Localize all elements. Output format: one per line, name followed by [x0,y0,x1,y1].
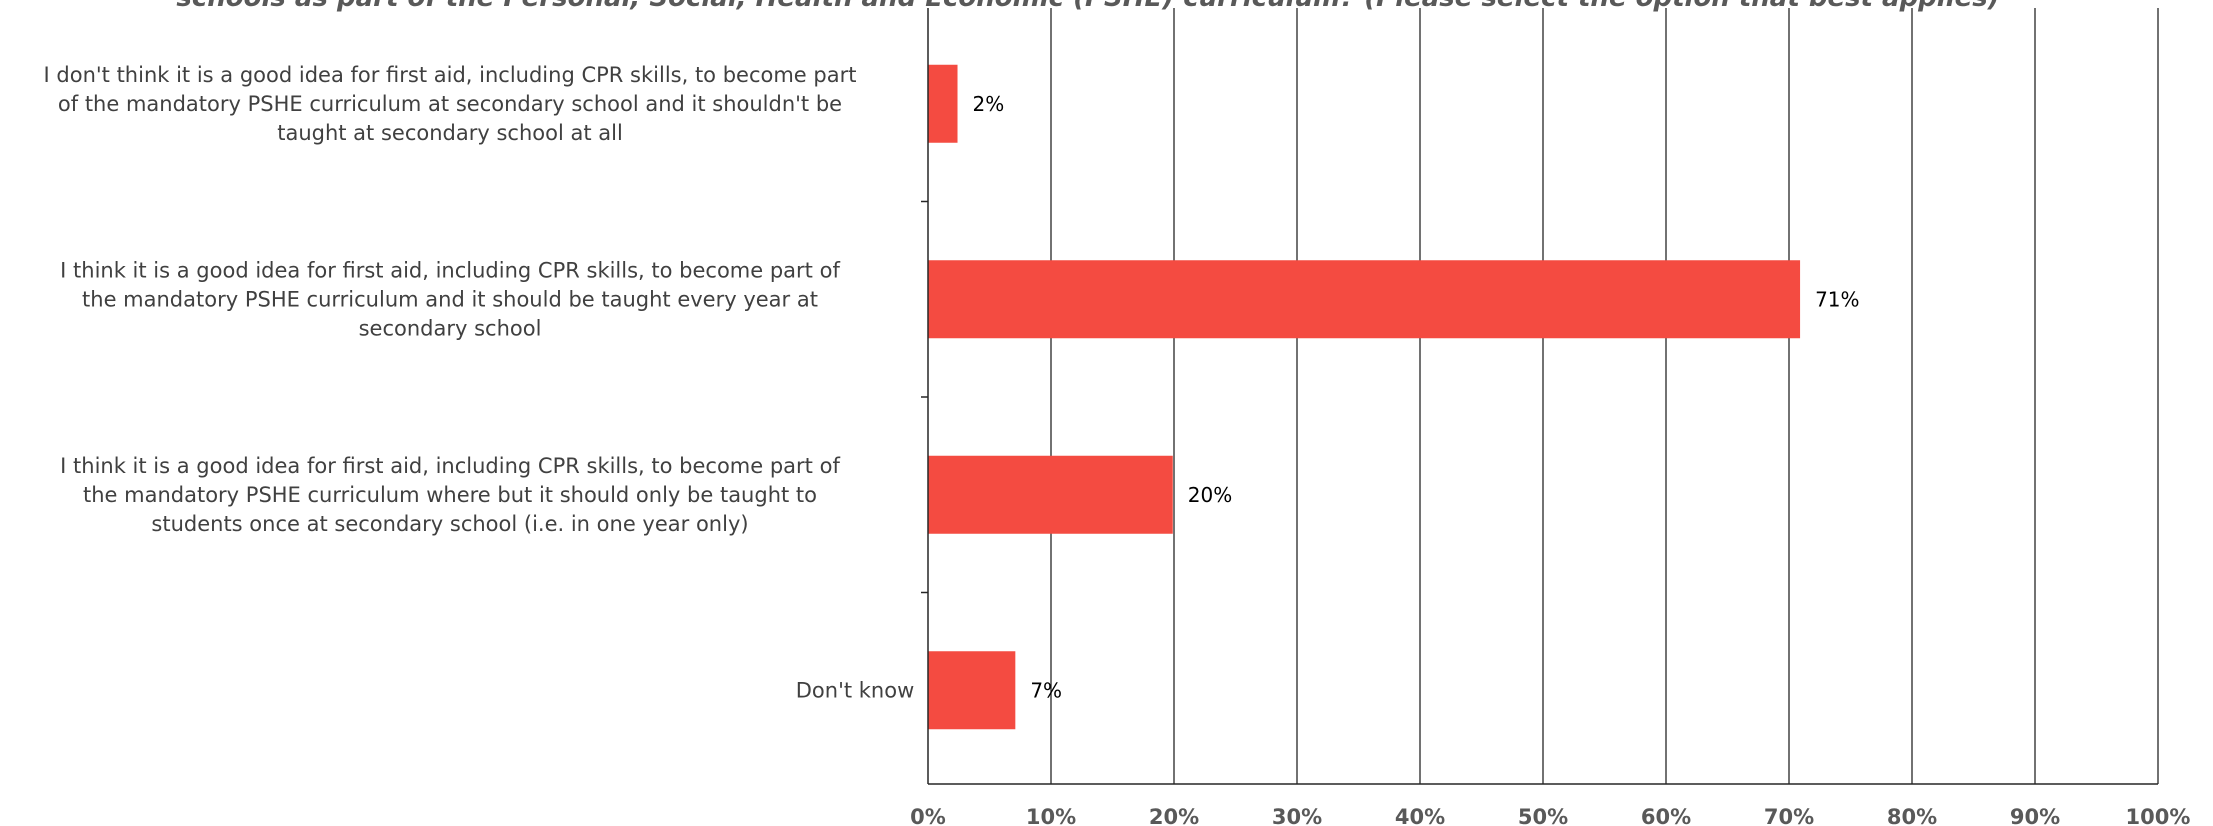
bars [928,64,1801,730]
x-tick-label: 20% [1149,805,1199,826]
data-label: 71% [1815,287,1859,311]
data-label: 7% [1030,678,1062,702]
x-tick-label: 70% [1764,805,1814,826]
category-label: I think it is a good idea for first aid,… [60,258,840,340]
category-label: I think it is a good idea for first aid,… [60,454,840,536]
axes [921,8,2158,785]
category-label: Don't know [796,678,915,702]
chart-title: schools as part of the Personal, Social,… [176,0,1999,13]
gridlines [1050,8,2159,784]
x-tick-label: 80% [1887,805,1937,826]
data-label: 20% [1188,483,1232,507]
bar [928,64,958,143]
x-tick-label: 100% [2126,805,2191,826]
bar [928,651,1016,730]
x-tick-label: 50% [1518,805,1568,826]
data-label: 2% [973,92,1005,116]
x-tick-label: 0% [910,805,946,826]
labels: 0% 10% 20% 30% 40% 50% 60% 70% 80% 90% 100% 2% I don… [44,63,2191,826]
x-tick-label: 60% [1641,805,1691,826]
bar [928,455,1173,534]
x-tick-label: 90% [2010,805,2060,826]
x-tick-label: 30% [1272,805,1322,826]
bar [928,260,1801,339]
x-tick-label: 10% [1026,805,1076,826]
category-label: I don't think it is a good idea for firs… [44,63,857,145]
x-tick-label: 40% [1395,805,1445,826]
